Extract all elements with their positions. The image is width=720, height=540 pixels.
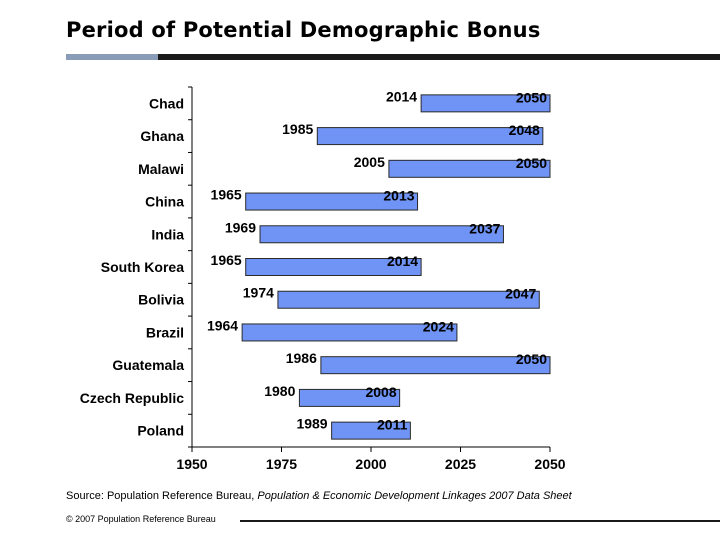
footer-rule bbox=[240, 520, 720, 522]
start-year-label: 1974 bbox=[243, 285, 274, 301]
range-bar bbox=[241, 323, 458, 342]
title-rule bbox=[66, 54, 720, 60]
category-label: Chad bbox=[149, 95, 184, 111]
category-label: South Korea bbox=[101, 259, 184, 275]
start-year-label: 1980 bbox=[264, 383, 295, 399]
category-label: Czech Republic bbox=[80, 390, 184, 406]
range-bar bbox=[420, 94, 551, 113]
x-tick-label: 2050 bbox=[534, 456, 565, 472]
slide-title: Period of Potential Demographic Bonus bbox=[66, 18, 541, 42]
range-bar bbox=[388, 159, 551, 178]
category-label: China bbox=[145, 194, 184, 210]
category-label: Poland bbox=[137, 423, 184, 439]
range-bar bbox=[277, 290, 540, 309]
category-label: Brazil bbox=[146, 324, 184, 340]
start-year-label: 1986 bbox=[286, 350, 317, 366]
range-bar bbox=[245, 192, 419, 211]
category-label: India bbox=[151, 226, 184, 242]
category-label: Malawi bbox=[138, 161, 184, 177]
range-bar bbox=[320, 356, 551, 375]
end-year-label: 2048 bbox=[509, 122, 540, 138]
start-year-label: 1964 bbox=[207, 317, 238, 333]
end-year-label: 2037 bbox=[469, 220, 500, 236]
end-year-label: 2024 bbox=[423, 318, 454, 334]
end-year-label: 2050 bbox=[516, 155, 547, 171]
source-publication: Population & Economic Development Linkag… bbox=[257, 490, 572, 502]
start-year-label: 1985 bbox=[282, 121, 313, 137]
end-year-label: 2047 bbox=[505, 286, 536, 302]
category-label: Guatemala bbox=[112, 357, 184, 373]
end-year-label: 2050 bbox=[516, 89, 547, 105]
source-prefix: Source: Population Reference Bureau, bbox=[66, 490, 258, 502]
range-bar-chart: 1950 1975 2000 2025 2050 Chad 2014 2050 Ghana 198… bbox=[80, 86, 566, 472]
range-bar bbox=[298, 388, 401, 407]
x-tick-label: 2025 bbox=[445, 456, 476, 472]
end-year-label: 2013 bbox=[383, 188, 414, 204]
x-tick-label: 1975 bbox=[266, 456, 297, 472]
x-tick-label: 2000 bbox=[355, 456, 386, 472]
x-tick-label: 1950 bbox=[176, 456, 207, 472]
copyright-notice: © 2007 Population Reference Bureau bbox=[66, 514, 216, 524]
range-bar bbox=[331, 421, 411, 440]
end-year-label: 2008 bbox=[365, 384, 396, 400]
end-year-label: 2050 bbox=[516, 351, 547, 367]
start-year-label: 2014 bbox=[386, 88, 417, 104]
start-year-label: 1969 bbox=[225, 219, 256, 235]
start-year-label: 1965 bbox=[211, 252, 242, 268]
start-year-label: 2005 bbox=[354, 154, 385, 170]
start-year-label: 1965 bbox=[211, 187, 242, 203]
start-year-label: 1989 bbox=[296, 416, 327, 432]
category-label: Ghana bbox=[140, 128, 184, 144]
end-year-label: 2011 bbox=[377, 417, 408, 433]
range-bar bbox=[316, 127, 544, 146]
category-label: Bolivia bbox=[138, 292, 184, 308]
source-note: Source: Population Reference Bureau, Pop… bbox=[66, 490, 572, 502]
range-bar bbox=[245, 258, 422, 276]
range-bar bbox=[259, 225, 504, 244]
end-year-label: 2014 bbox=[387, 253, 418, 269]
